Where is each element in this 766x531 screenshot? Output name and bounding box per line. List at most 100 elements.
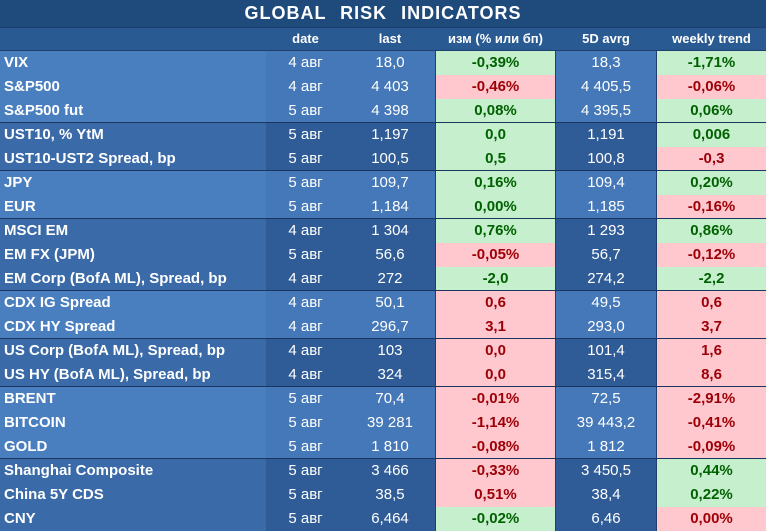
row-date: 4 авг	[266, 267, 345, 291]
row-weekly-trend: -0,16%	[657, 195, 766, 219]
row-weekly-trend: 0,006	[657, 123, 766, 147]
row-change: 0,16%	[436, 171, 555, 195]
row-5d-avg: 3 450,5	[556, 459, 656, 483]
row-date: 4 авг	[266, 51, 345, 75]
row-5d-avg: 4 395,5	[556, 99, 656, 123]
row-last: 1 304	[345, 219, 435, 243]
row-name: JPY	[0, 171, 266, 195]
row-name: CDX IG Spread	[0, 291, 266, 315]
row-date: 5 авг	[266, 243, 345, 267]
header-5d-avg: 5D avrg	[582, 31, 630, 46]
row-date: 4 авг	[266, 219, 345, 243]
row-change: -1,14%	[436, 411, 555, 435]
row-5d-avg: 109,4	[556, 171, 656, 195]
table-row: US Corp (BofA ML), Spread, bp 4 авг 103 0,0…	[0, 339, 766, 363]
table-row: JPY 5 авг 109,7 0,16% 109,4 0,20%	[0, 171, 766, 195]
row-5d-avg: 1,191	[556, 123, 656, 147]
row-5d-avg: 1 293	[556, 219, 656, 243]
row-weekly-trend: -1,71%	[657, 51, 766, 75]
row-name: EUR	[0, 195, 266, 219]
row-date: 5 авг	[266, 387, 345, 411]
row-5d-avg: 315,4	[556, 363, 656, 387]
row-weekly-trend: -0,12%	[657, 243, 766, 267]
row-change: -2,0	[436, 267, 555, 291]
row-change: 0,00%	[436, 195, 555, 219]
row-change: 0,0	[436, 363, 555, 387]
row-change: 0,0	[436, 123, 555, 147]
table-row: EUR 5 авг 1,184 0,00% 1,185 -0,16%	[0, 195, 766, 219]
row-date: 5 авг	[266, 99, 345, 123]
table-row: CDX IG Spread 4 авг 50,1 0,6 49,5 0,6	[0, 291, 766, 315]
row-5d-avg: 49,5	[556, 291, 656, 315]
row-change: -0,01%	[436, 387, 555, 411]
row-name: China 5Y CDS	[0, 483, 266, 507]
row-5d-avg: 293,0	[556, 315, 656, 339]
row-change: -0,05%	[436, 243, 555, 267]
row-weekly-trend: 1,6	[657, 339, 766, 363]
row-weekly-trend: 3,7	[657, 315, 766, 339]
row-last: 324	[345, 363, 435, 387]
table-row: MSCI EM 4 авг 1 304 0,76% 1 293 0,86%	[0, 219, 766, 243]
row-5d-avg: 274,2	[556, 267, 656, 291]
row-last: 38,5	[345, 483, 435, 507]
row-date: 5 авг	[266, 411, 345, 435]
row-name: US Corp (BofA ML), Spread, bp	[0, 339, 266, 363]
table-row: S&P500 fut 5 авг 4 398 0,08% 4 395,5 0,06%	[0, 99, 766, 123]
row-date: 5 авг	[266, 195, 345, 219]
row-name: Shanghai Composite	[0, 459, 266, 483]
row-weekly-trend: -2,2	[657, 267, 766, 291]
row-name: BRENT	[0, 387, 266, 411]
row-name: US HY (BofA ML), Spread, bp	[0, 363, 266, 387]
table-row: BITCOIN 5 авг 39 281 -1,14% 39 443,2 -0,41%	[0, 411, 766, 435]
row-name: EM FX (JPM)	[0, 243, 266, 267]
row-change: -0,46%	[436, 75, 555, 99]
row-last: 3 466	[345, 459, 435, 483]
row-5d-avg: 1 812	[556, 435, 656, 459]
row-date: 5 авг	[266, 483, 345, 507]
table-row: EM Corp (BofA ML), Spread, bp 4 авг 272 -2,…	[0, 267, 766, 291]
row-name: CNY	[0, 507, 266, 531]
row-5d-avg: 18,3	[556, 51, 656, 75]
row-weekly-trend: -0,06%	[657, 75, 766, 99]
row-name: S&P500 fut	[0, 99, 266, 123]
row-name: GOLD	[0, 435, 266, 459]
row-date: 5 авг	[266, 507, 345, 531]
row-last: 50,1	[345, 291, 435, 315]
table-row: BRENT 5 авг 70,4 -0,01% 72,5 -2,91%	[0, 387, 766, 411]
table-row: US HY (BofA ML), Spread, bp 4 авг 324 0,0 31…	[0, 363, 766, 387]
row-date: 5 авг	[266, 435, 345, 459]
row-last: 4 403	[345, 75, 435, 99]
row-date: 4 авг	[266, 363, 345, 387]
row-date: 4 авг	[266, 315, 345, 339]
row-weekly-trend: -0,41%	[657, 411, 766, 435]
row-5d-avg: 38,4	[556, 483, 656, 507]
table-row: VIX 4 авг 18,0 -0,39% 18,3 -1,71%	[0, 51, 766, 75]
table-row: China 5Y CDS 5 авг 38,5 0,51% 38,4 0,22%	[0, 483, 766, 507]
header-change: изм (% или бп)	[448, 31, 543, 46]
row-last: 296,7	[345, 315, 435, 339]
row-name: VIX	[0, 51, 266, 75]
row-date: 4 авг	[266, 291, 345, 315]
row-name: CDX HY Spread	[0, 315, 266, 339]
row-last: 1 810	[345, 435, 435, 459]
row-name: MSCI EM	[0, 219, 266, 243]
row-weekly-trend: 0,06%	[657, 99, 766, 123]
header-weekly-trend: weekly trend	[672, 31, 751, 46]
row-change: 0,0	[436, 339, 555, 363]
row-name: EM Corp (BofA ML), Spread, bp	[0, 267, 266, 291]
table-row: EM FX (JPM) 5 авг 56,6 -0,05% 56,7 -0,12%	[0, 243, 766, 267]
row-name: UST10, % YtM	[0, 123, 266, 147]
header-last: last	[378, 31, 402, 46]
row-last: 6,464	[345, 507, 435, 531]
row-last: 109,7	[345, 171, 435, 195]
row-name: UST10-UST2 Spread, bp	[0, 147, 266, 171]
row-weekly-trend: -0,3	[657, 147, 766, 171]
row-5d-avg: 72,5	[556, 387, 656, 411]
row-5d-avg: 6,46	[556, 507, 656, 531]
row-weekly-trend: 0,20%	[657, 171, 766, 195]
row-date: 5 авг	[266, 171, 345, 195]
row-last: 272	[345, 267, 435, 291]
header-name	[0, 28, 266, 50]
row-last: 70,4	[345, 387, 435, 411]
